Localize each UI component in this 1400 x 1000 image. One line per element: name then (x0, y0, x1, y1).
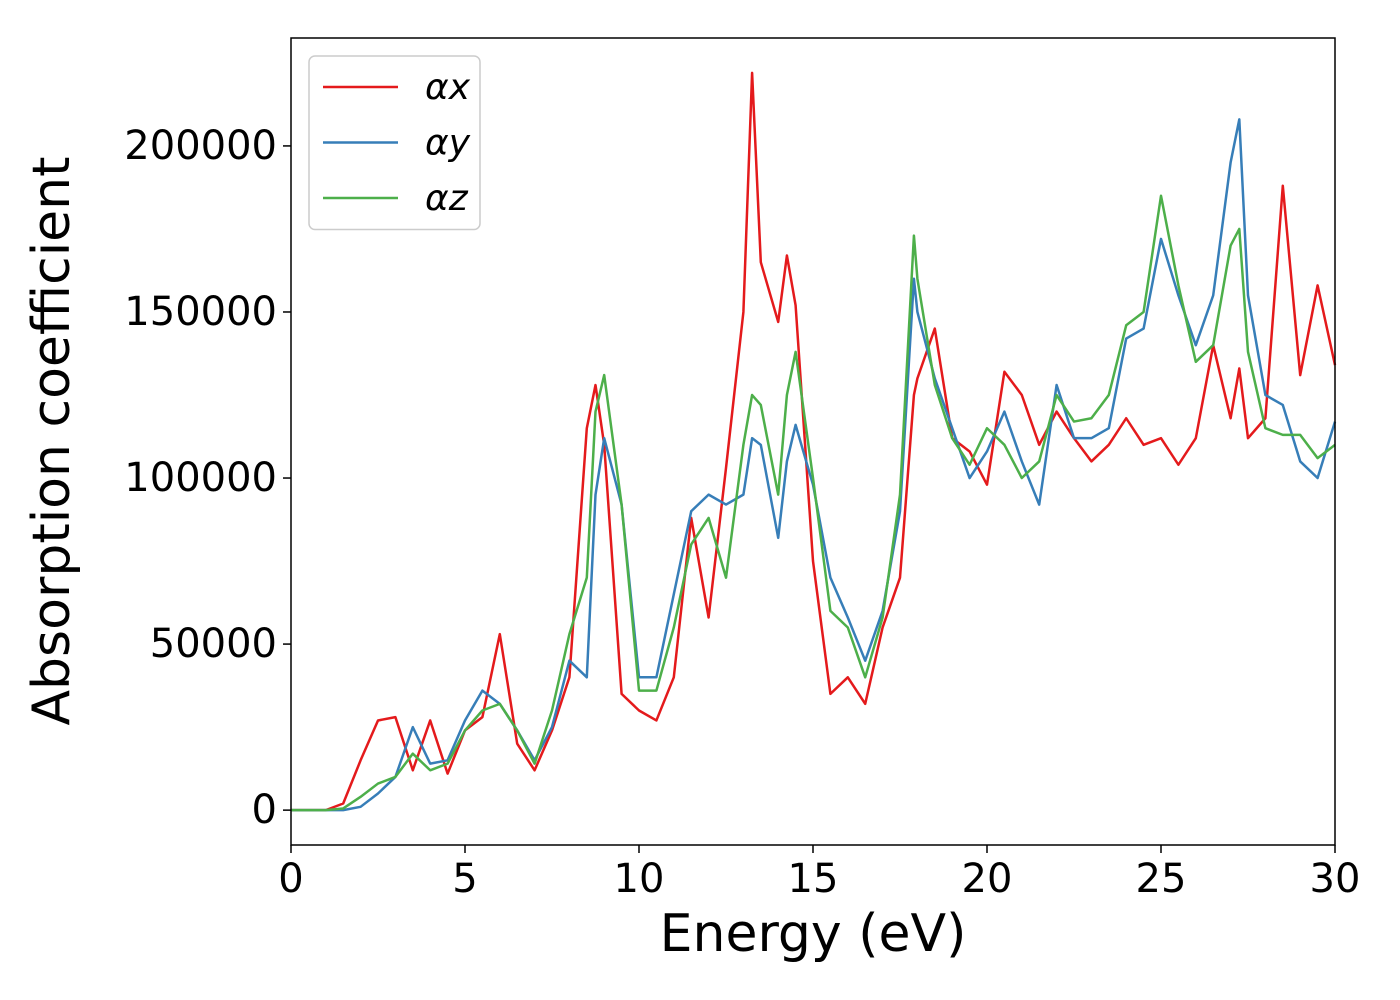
x-tick-label: 30 (1310, 856, 1361, 902)
legend-label: αx (425, 67, 471, 108)
y-tick-label: 50000 (150, 621, 277, 667)
y-axis-label: Absorption coefficient (22, 156, 82, 725)
data-line (291, 71, 1337, 812)
x-tick-label: 0 (278, 856, 303, 902)
data-line (291, 194, 1336, 812)
y-tick-label: 100000 (124, 455, 277, 501)
x-axis-label: Energy (eV) (660, 904, 967, 964)
y-tick-label: 200000 (124, 123, 277, 169)
x-tick-label: 25 (1136, 856, 1187, 902)
x-tick-label: 10 (614, 856, 665, 902)
x-tick-label: 15 (788, 856, 839, 902)
x-tick-label: 5 (452, 856, 477, 902)
x-tick-label: 20 (962, 856, 1013, 902)
y-tick-label: 150000 (124, 289, 277, 335)
legend-label: αy (425, 123, 471, 164)
y-tick-label: 0 (252, 787, 277, 833)
plot-frame (290, 37, 1336, 846)
data-line (291, 118, 1337, 812)
legend-label: αz (425, 178, 469, 219)
